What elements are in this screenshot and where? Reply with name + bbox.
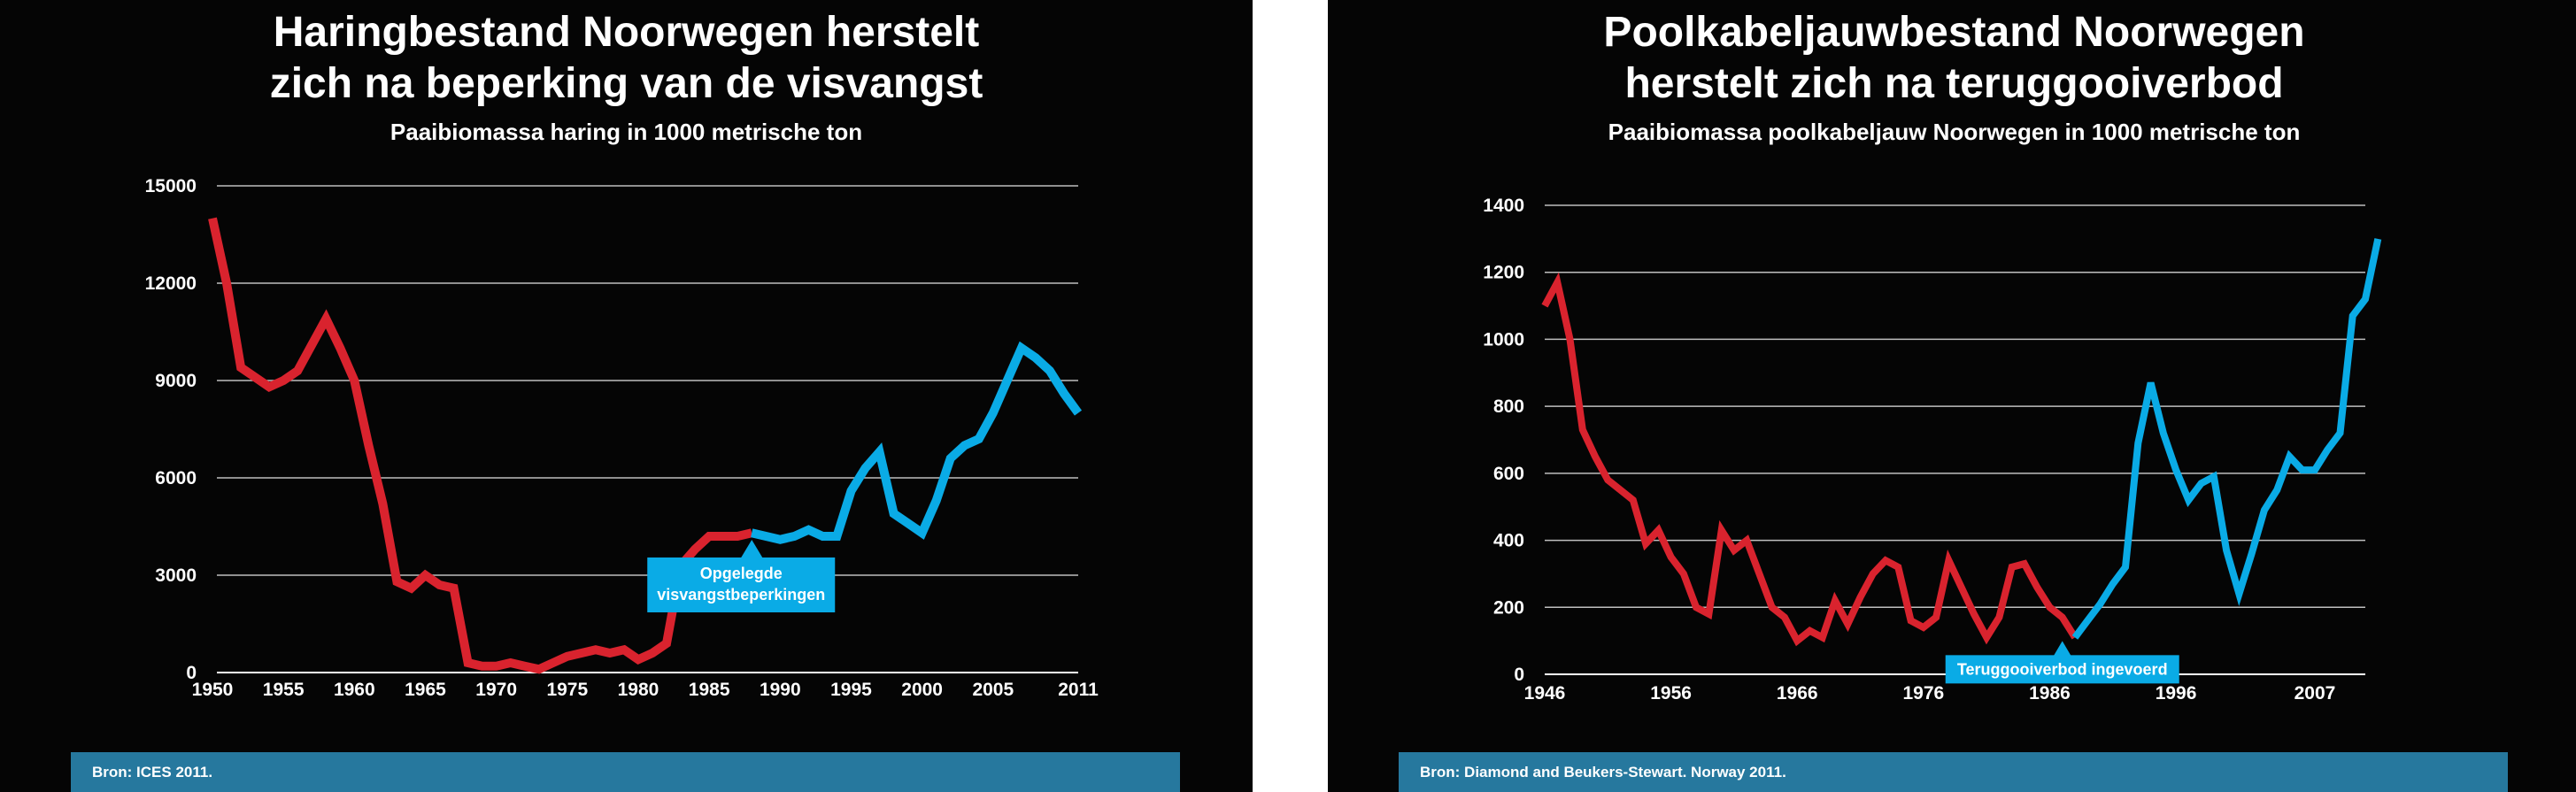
x-tick-label: 1965 [405,680,446,700]
y-tick-label: 200 [1493,597,1524,618]
x-tick-label: 2005 [972,680,1014,700]
chart-title: Poolkabeljauwbestand Noorwegen herstelt … [1328,7,2576,110]
x-tick-label: 1955 [263,680,305,700]
x-tick-label: 2007 [2294,683,2336,704]
annotation-callout: Opgelegde visvangstbeperkingen [647,540,836,612]
x-tick-label: 2000 [901,680,943,700]
series-line-before [1541,272,2079,647]
chart-title-line-2: herstelt zich na teruggooiverbod [1624,60,2284,107]
y-tick-label: 12000 [145,273,197,294]
x-tick-label: 1956 [1650,683,1692,704]
cod-line-chart: 0 200 400 600 800 1000 1200 1400 1946 1956 1966 197… [1483,196,2382,704]
x-tick-label: 1980 [618,680,659,700]
annotation-pointer [741,540,763,557]
annotation-text: Opgelegde [700,565,783,582]
x-tick-label: 1985 [689,680,730,700]
chart-subtitle: Paaibiomassa poolkabeljauw Noorwegen in … [1608,119,2301,145]
y-tick-label: 400 [1493,531,1524,551]
y-tick-label: 600 [1493,464,1524,484]
x-tick-label: 1966 [1777,683,1818,704]
x-tick-label: 1990 [760,680,801,700]
annotation-text: visvangstbeperkingen [657,586,825,604]
annotation-callout: Teruggooiverbod ingevoerd [1945,641,2179,684]
herring-line-chart: 0 3000 6000 9000 12000 15000 1950 1955 1960 1965 1… [145,176,1099,700]
series-line-after [2071,238,2382,640]
series-line-after [751,341,1083,544]
series-line-before [208,217,753,674]
chart-title-line-1: Poolkabeljauwbestand Noorwegen [1603,9,2305,56]
y-tick-label: 6000 [155,468,197,488]
x-tick-label: 1946 [1524,683,1566,704]
x-tick-label: 1950 [192,680,234,700]
y-tick-label: 1400 [1483,196,1524,216]
annotation-text: Teruggooiverbod ingevoerd [1957,660,2168,678]
y-tick-label: 800 [1493,396,1524,417]
y-tick-label: 0 [186,663,197,683]
chart-title-line-2: zich na beperking van de visvangst [269,60,983,107]
x-tick-label: 1996 [2156,683,2197,704]
y-tick-label: 9000 [155,371,197,391]
chart-title-line-1: Haringbestand Noorwegen herstelt [273,9,980,56]
x-tick-label: 2011 [1058,680,1099,700]
chart-panel-herring: Haringbestand Noorwegen herstelt zich na… [0,0,1253,792]
source-bar: Bron: ICES 2011. [71,752,1180,792]
x-tick-label: 1986 [2029,683,2071,704]
chart-panel-cod: Poolkabeljauwbestand Noorwegen herstelt … [1328,0,2576,792]
y-tick-label: 1200 [1483,263,1524,283]
source-bar: Bron: Diamond and Beukers-Stewart. Norwa… [1399,752,2508,792]
x-tick-label: 1970 [475,680,517,700]
chart-subtitle: Paaibiomassa haring in 1000 metrische to… [389,119,863,145]
y-tick-label: 15000 [145,176,197,196]
annotation-pointer [2053,641,2071,657]
x-tick-label: 1960 [334,680,375,700]
y-tick-label: 3000 [155,565,197,586]
x-tick-label: 1976 [1902,683,1944,704]
annotation-box [647,557,836,612]
annotation-box [1945,655,2179,684]
x-tick-label: 1995 [830,680,872,700]
chart-title: Haringbestand Noorwegen herstelt zich na… [0,7,1253,110]
x-tick-label: 1975 [546,680,588,700]
y-tick-label: 1000 [1483,329,1524,350]
y-tick-label: 0 [1514,665,1524,685]
